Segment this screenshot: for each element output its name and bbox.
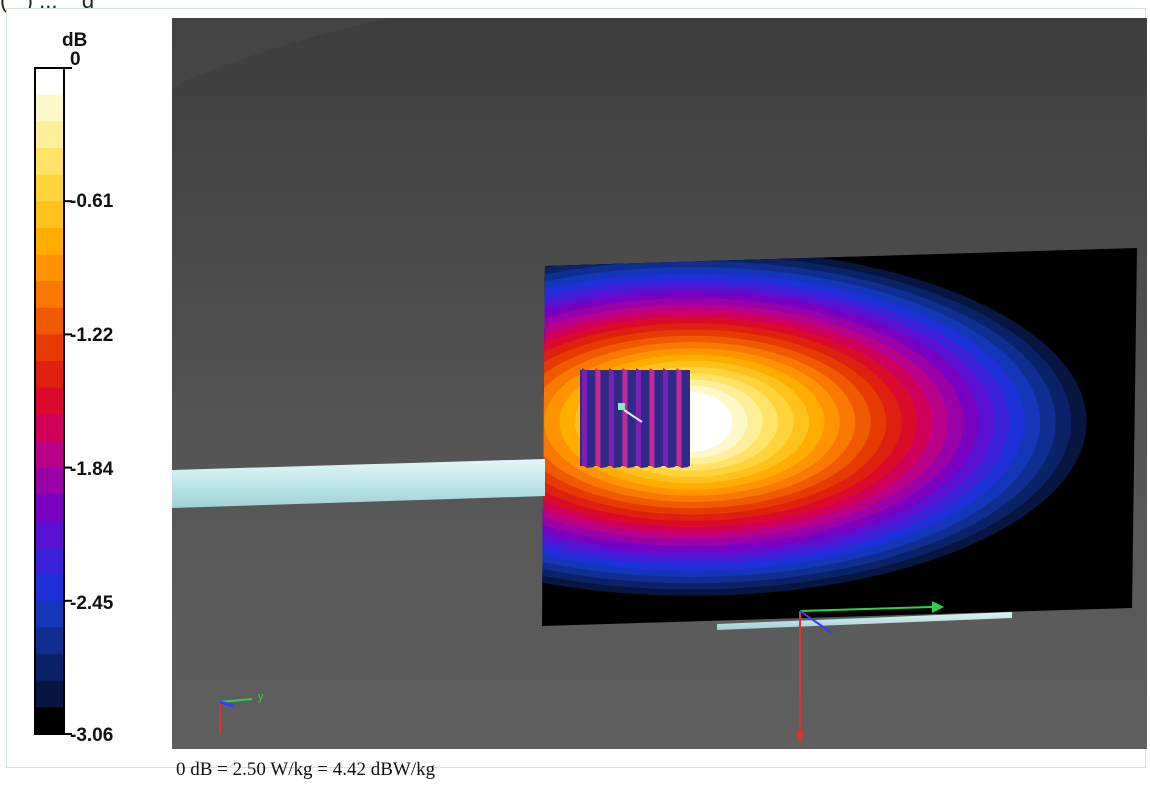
antenna-fin-side (654, 371, 662, 468)
3d-scene: y (172, 18, 1147, 749)
colorbar-band (35, 254, 64, 282)
sar-reference-caption: 0 dB = 2.50 W/kg = 4.42 dBW/kg (176, 759, 436, 780)
colorbar (34, 67, 72, 735)
viewport-shading (172, 18, 392, 88)
antenna-fin (636, 368, 641, 468)
antenna-fin-side (681, 371, 689, 468)
antenna-fin-side (627, 371, 635, 468)
colorbar-tick-label-2: -1.22 (70, 325, 114, 346)
colorbar-band (35, 467, 64, 495)
antenna-fin (663, 368, 668, 468)
global-axis-triad: y (219, 691, 264, 734)
axis-y-label: y (258, 691, 264, 703)
colorbar-band (35, 94, 64, 122)
colorbar-band (35, 707, 64, 735)
colorbar-tick-label-4: -2.45 (70, 593, 114, 614)
antenna-element-stack (580, 368, 690, 468)
antenna-fin-side (641, 371, 648, 468)
colorbar-band (35, 520, 64, 549)
3d-viewport[interactable]: y (172, 18, 1147, 749)
colorbar-band (35, 361, 64, 389)
antenna-fin-side (587, 371, 594, 468)
antenna-fin (676, 368, 682, 468)
colorbar-band (35, 281, 64, 309)
colorbar-band (35, 440, 64, 469)
colorbar-band (35, 147, 64, 176)
colorbar-band (35, 627, 64, 655)
colorbar-tick-label-3: -1.84 (70, 459, 114, 480)
colorbar-unit: dB (62, 30, 88, 51)
colorbar-band (35, 68, 64, 96)
colorbar-bands (35, 68, 64, 735)
colorbar-band (35, 547, 64, 575)
colorbar-band (35, 387, 64, 415)
colorbar-band (35, 574, 64, 602)
antenna-fin-side (668, 371, 675, 468)
colorbar-band (35, 654, 64, 682)
colorbar-band (35, 307, 64, 335)
probe-axis-triad (796, 601, 944, 744)
colorbar-band (35, 334, 64, 362)
colorbar-band (35, 227, 64, 256)
colorbar-band (35, 680, 64, 708)
antenna-fin-side (614, 371, 621, 468)
colorbar-tick-label-1: -0.61 (70, 191, 114, 212)
antenna-fin (609, 368, 614, 468)
colorbar-outline (34, 67, 65, 735)
colorbar-tick-marks (64, 67, 72, 735)
colorbar-tick-label-0: 0 (70, 49, 81, 70)
antenna-fin (595, 368, 601, 468)
colorbar-tick-label-5: -3.06 (70, 725, 114, 746)
antenna-fin (649, 368, 655, 468)
colorbar-band (35, 174, 64, 202)
sar-distribution (542, 248, 1102, 602)
colorbar-band (35, 414, 64, 442)
antenna-fin-side (600, 371, 608, 468)
antenna-fin (622, 368, 628, 468)
antenna-fin (582, 368, 587, 468)
colorbar-band (35, 201, 64, 229)
dipole-feed-rod (172, 459, 545, 508)
phantom-probe-rod (717, 612, 1012, 630)
colorbar-band (35, 494, 64, 522)
colorbar-band (35, 121, 64, 149)
colorbar-band (35, 600, 64, 629)
